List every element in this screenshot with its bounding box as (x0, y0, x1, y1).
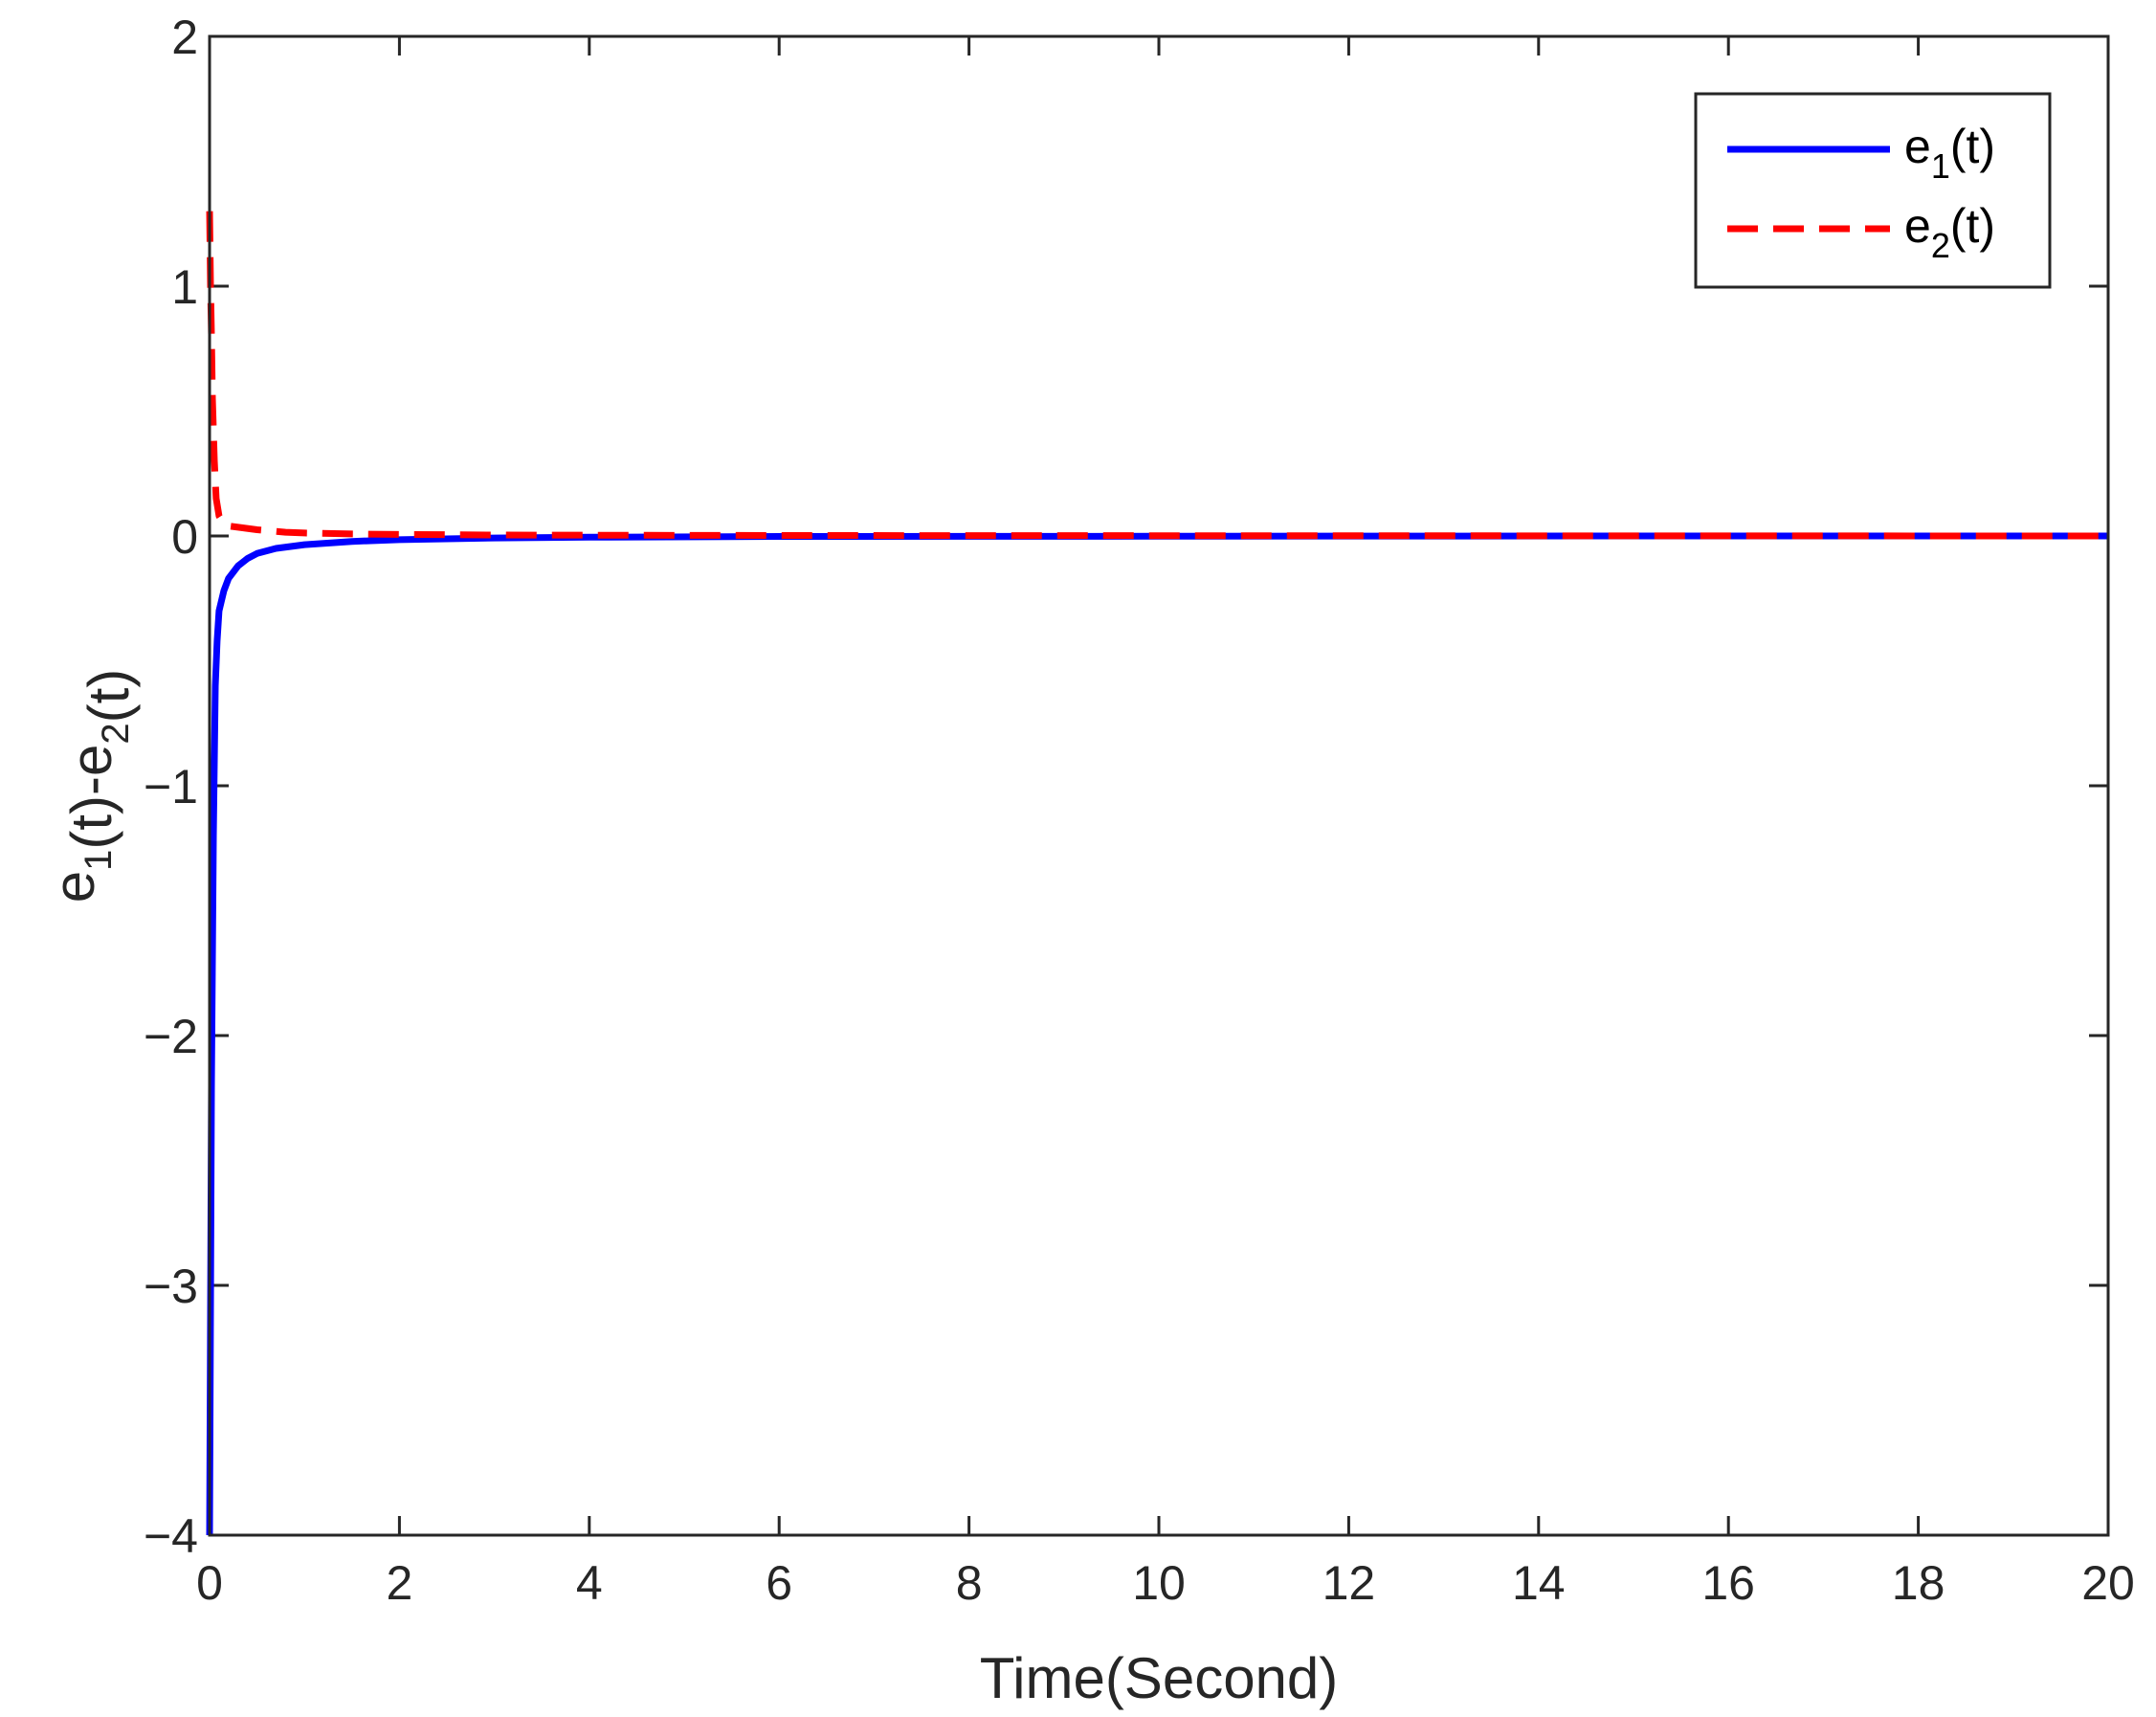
y-axis-label-subscript: 1 (78, 850, 120, 871)
series-line-2 (206, 211, 2109, 540)
plot-frame (208, 34, 2110, 1537)
x-tick-label: 18 (1892, 1556, 1945, 1610)
y-axis-label-subscript: 2 (95, 723, 137, 744)
legend-label-2: e2(t) (1904, 199, 1995, 265)
x-tick-label: 4 (576, 1556, 603, 1610)
y-tick-label: −4 (144, 1509, 198, 1563)
x-tick-label: 12 (1322, 1556, 1376, 1610)
y-tick-label: 0 (171, 510, 198, 564)
y-tick-label: 1 (171, 260, 198, 314)
y-tick-label: −3 (144, 1260, 198, 1313)
x-tick-label: 20 (2081, 1556, 2135, 1610)
x-tick-label: 6 (766, 1556, 792, 1610)
y-axis-label: e1(t)-e2(t) (42, 669, 141, 903)
y-tick-label: −1 (144, 760, 198, 814)
x-tick-label: 0 (196, 1556, 223, 1610)
y-tick-label: 2 (171, 11, 198, 64)
legend-label-1: e1(t) (1904, 120, 1995, 186)
x-tick-label: 10 (1132, 1556, 1186, 1610)
x-tick-label: 2 (386, 1556, 412, 1610)
x-tick-label: 14 (1512, 1556, 1566, 1610)
legend-box (1694, 92, 2052, 289)
y-tick-label: −2 (144, 1010, 198, 1063)
x-axis-label: Time(Second) (980, 1646, 1339, 1710)
y-axis-label-part: e (42, 871, 106, 903)
legend: e1(t) e2(t) (1694, 92, 2052, 289)
y-axis-label-part: (t)-e (59, 745, 123, 850)
x-tick-label: 16 (1701, 1556, 1755, 1610)
x-tick-label: 8 (956, 1556, 983, 1610)
y-axis-label-part: (t) (77, 669, 141, 724)
series-layer (206, 211, 2109, 1536)
